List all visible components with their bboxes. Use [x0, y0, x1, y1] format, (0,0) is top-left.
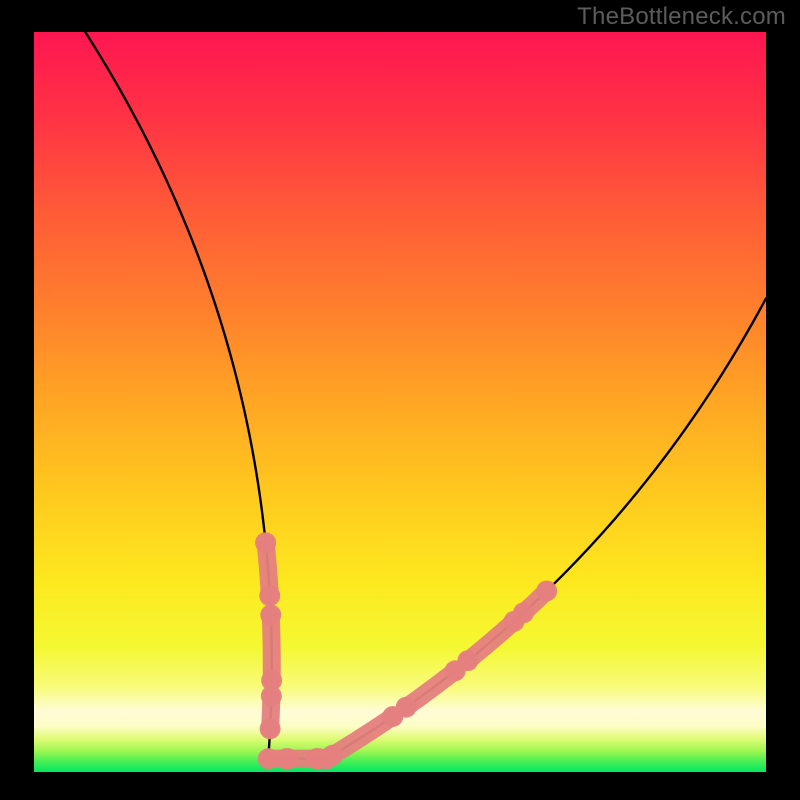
marker-cap	[513, 602, 534, 623]
marker-cap	[260, 718, 281, 739]
watermark-text: TheBottleneck.com	[577, 3, 786, 31]
marker-segment	[332, 716, 392, 755]
plot-area	[34, 32, 766, 772]
marker-cap	[261, 685, 282, 706]
marker-cap	[255, 532, 276, 553]
marker-cap	[278, 748, 299, 769]
marker-cap	[536, 580, 557, 601]
marker-layer	[34, 32, 766, 772]
marker-cap	[396, 697, 417, 718]
marker-cap	[322, 745, 343, 766]
marker-cap	[259, 585, 280, 606]
marker-cap	[457, 650, 478, 671]
marker-cap	[260, 604, 281, 625]
